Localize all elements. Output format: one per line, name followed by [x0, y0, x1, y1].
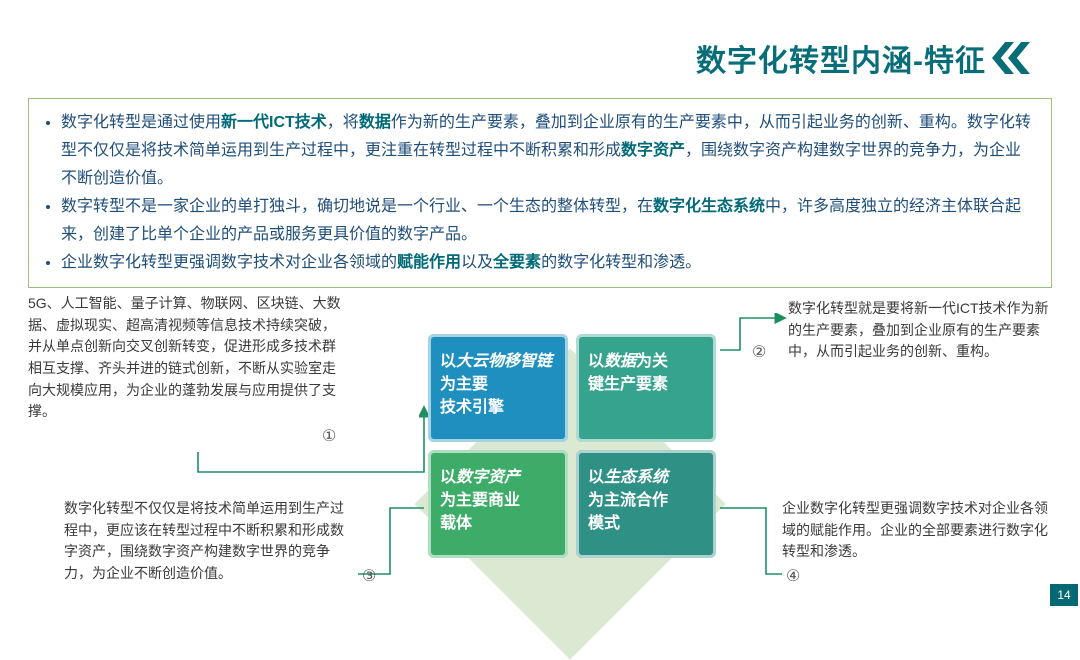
annotation-1: 5G、人工智能、量子计算、物联网、区块链、大数据、虚拟现实、超高清视频等信息技术… [28, 293, 348, 423]
quadrant-tech-engine: 以大云物移智链为主要技术引擎 [428, 334, 568, 442]
annotation-num-3: ③ [362, 566, 376, 586]
page-number: 14 [1050, 584, 1078, 606]
chevron-left-icon [1008, 42, 1030, 74]
annotation-num-2: ② [752, 342, 766, 362]
annotation-3: 数字化转型不仅仅是将技术简单运用到生产过程中，更应该在转型过程中不断积累和形成数… [64, 498, 354, 585]
chevron-icon-group [998, 42, 1030, 74]
summary-bullets: 数字化转型是通过使用新一代ICT技术，将数据作为新的生产要素，叠加到企业原有的生… [28, 98, 1052, 288]
slide-header: 数字化转型内涵-特征 [696, 36, 1030, 80]
annotation-num-1: ① [322, 426, 336, 446]
annotation-num-4: ④ [786, 566, 800, 586]
page-title: 数字化转型内涵-特征 [696, 36, 986, 80]
annotation-2: 数字化转型就是要将新一代ICT技术作为新的生产要素，叠加到企业原有的生产要素中，… [788, 298, 1052, 363]
quadrant-ecosystem: 以生态系统为主流合作模式 [576, 450, 716, 558]
quadrant-digital-asset: 以数字资产为主要商业载体 [428, 450, 568, 558]
bullet-item: 企业数字化转型更强调数字技术对企业各领域的赋能作用以及全要素的数字化转型和渗透。 [61, 249, 1037, 277]
diagram-area: 以大云物移智链为主要技术引擎 以数据为关键生产要素 以数字资产为主要商业载体 以… [28, 288, 1052, 588]
bullet-list: 数字化转型是通过使用新一代ICT技术，将数据作为新的生产要素，叠加到企业原有的生… [43, 109, 1037, 277]
annotation-4: 企业数字化转型更强调数字技术对企业各领域的赋能作用。企业的全部要素进行数字化转型… [782, 498, 1052, 563]
quadrant-data-factor: 以数据为关键生产要素 [576, 334, 716, 442]
bullet-item: 数字转型不是一家企业的单打独斗，确切地说是一个行业、一个生态的整体转型，在数字化… [61, 193, 1037, 249]
bullet-item: 数字化转型是通过使用新一代ICT技术，将数据作为新的生产要素，叠加到企业原有的生… [61, 109, 1037, 193]
